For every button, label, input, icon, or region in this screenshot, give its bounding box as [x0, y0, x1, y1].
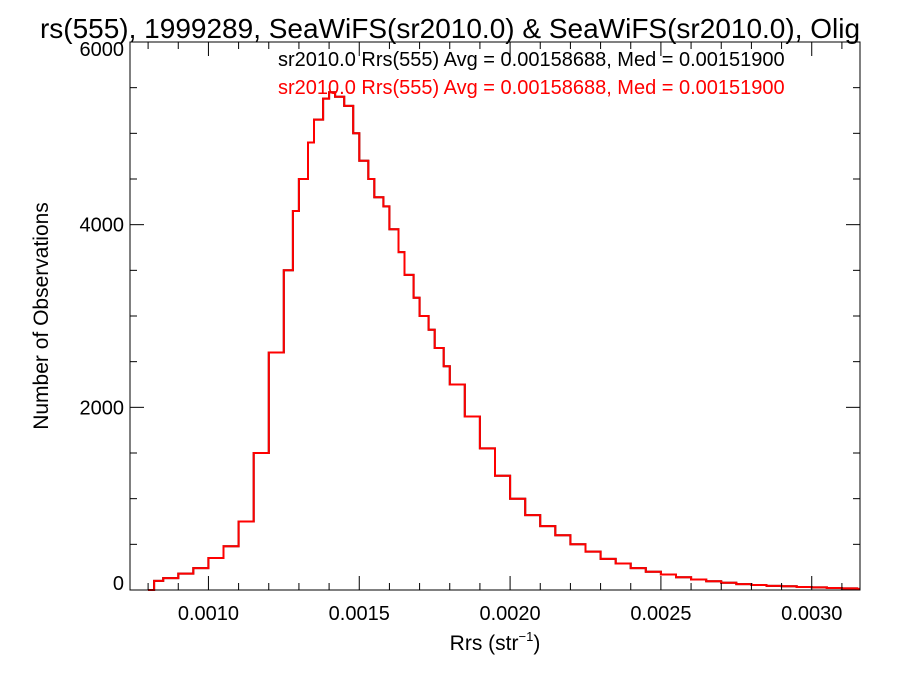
y-tick-label: 2000 — [80, 397, 125, 419]
x-axis-label-text: Rrs (str — [450, 632, 519, 655]
x-tick-label: 0.0025 — [630, 603, 691, 625]
x-axis-label: Rrs (str−1) — [450, 629, 541, 655]
x-tick-label: 0.0015 — [329, 603, 390, 625]
x-axis-label-close: ) — [533, 632, 540, 655]
y-axis-label: Number of Observations — [30, 202, 53, 430]
legend-entry-black: sr2010.0 Rrs(555) Avg = 0.00158688, Med … — [278, 49, 785, 71]
tick-labels: 0.0010 0.0015 0.0020 0.0025 0.0030 0 2000 4000 6… — [80, 39, 843, 625]
x-tick-label: 0.0010 — [178, 603, 239, 625]
y-tick-label: 6000 — [80, 39, 125, 61]
x-tick-label: 0.0030 — [781, 603, 842, 625]
y-tick-label: 0 — [113, 573, 124, 595]
chart-title: rs(555), 1999289, SeaWiFS(sr2010.0) & Se… — [40, 13, 860, 44]
plot-frame — [129, 41, 861, 591]
axes — [129, 41, 861, 591]
series-line-0 — [148, 91, 860, 591]
x-axis-label-superscript: −1 — [519, 629, 534, 644]
y-tick-label: 4000 — [80, 215, 125, 237]
legend-entry-red: sr2010.0 Rrs(555) Avg = 0.00158688, Med … — [278, 77, 785, 99]
plot-content — [148, 91, 860, 591]
x-tick-label: 0.0020 — [479, 603, 540, 625]
series-line-1 — [148, 91, 860, 591]
